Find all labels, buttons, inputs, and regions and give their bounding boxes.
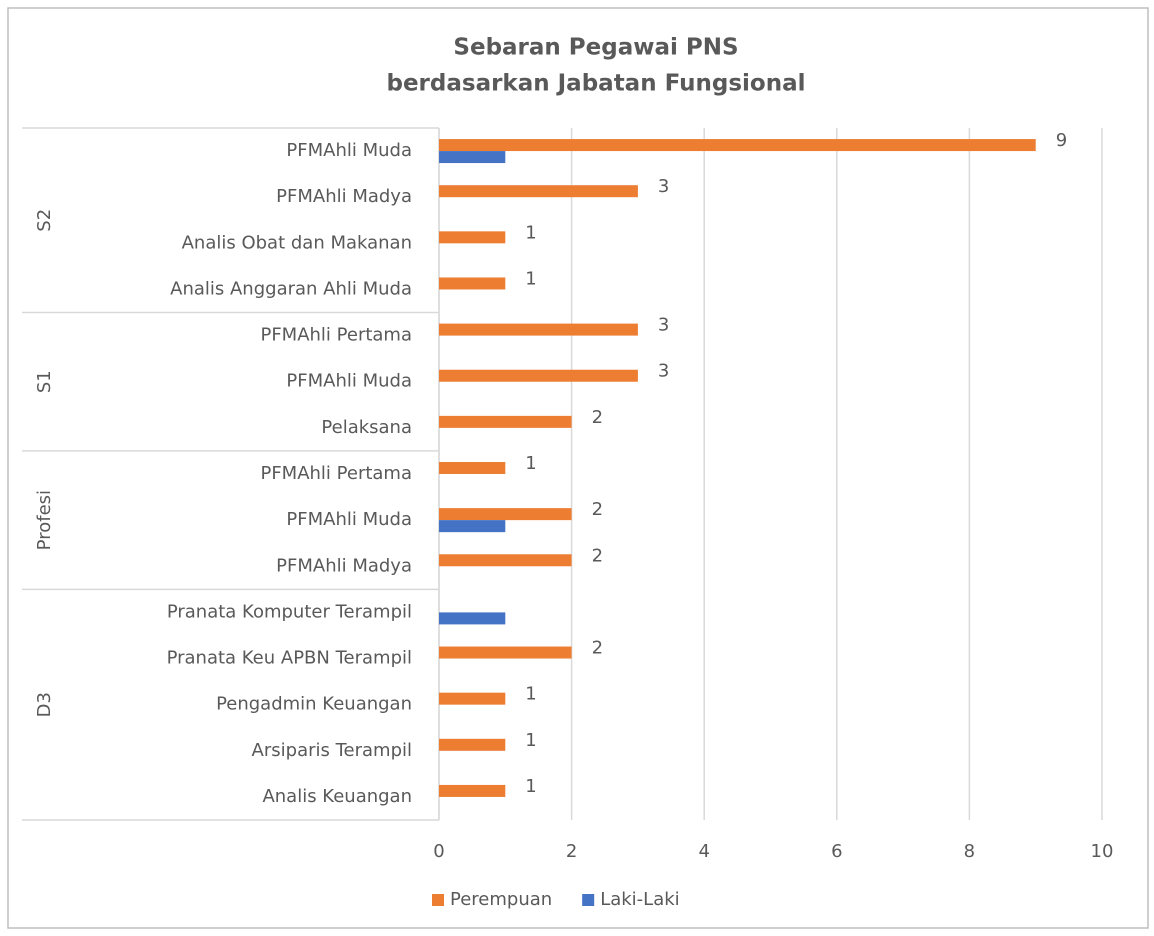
bar [439, 738, 506, 751]
legend-label: Perempuan [450, 889, 552, 910]
y-tick-label: Analis Keuangan [262, 786, 412, 807]
y-tick-label: Arsiparis Terampil [252, 740, 412, 761]
data-label: 1 [525, 776, 536, 797]
chart-title: berdasarkan Jabatan Fungsional [386, 71, 805, 97]
y-tick-label: Pranata Keu APBN Terampil [167, 648, 412, 669]
y-tick-label: PFMAhli Muda [286, 371, 412, 392]
y-tick-label: PFMAhli Pertama [260, 463, 412, 484]
x-tick-label: 4 [698, 841, 709, 862]
y-tick-label: PFMAhli Madya [276, 555, 412, 576]
data-label: 2 [592, 407, 603, 428]
data-label: 3 [658, 315, 669, 336]
x-tick-label: 2 [566, 841, 577, 862]
bar [439, 462, 506, 474]
bar [439, 612, 506, 625]
group-label: Profesi [34, 490, 55, 550]
data-label: 3 [658, 361, 669, 382]
y-tick-label: PFMAhli Pertama [260, 325, 412, 346]
bar [439, 520, 506, 533]
bar [439, 277, 506, 290]
data-label: 3 [658, 176, 669, 197]
bar [439, 646, 572, 659]
y-tick-label: PFMAhli Muda [286, 140, 412, 161]
data-label: 2 [592, 499, 603, 520]
y-tick-label: Pelaksana [321, 417, 412, 438]
x-tick-label: 0 [433, 841, 444, 862]
data-label: 1 [525, 268, 536, 289]
bar [439, 139, 1036, 152]
data-label: 1 [525, 730, 536, 751]
bar [439, 784, 506, 797]
group-label: S1 [34, 370, 55, 393]
y-tick-label: Pengadmin Keuangan [216, 694, 412, 715]
bar [439, 151, 506, 164]
bar [439, 323, 638, 336]
chart-title: Sebaran Pegawai PNS [453, 35, 738, 61]
bar [439, 415, 572, 428]
bar [439, 508, 572, 521]
y-tick-label: Analis Obat dan Makanan [182, 232, 412, 253]
bar [439, 369, 638, 382]
x-tick-label: 10 [1091, 841, 1114, 862]
legend-swatch [582, 894, 595, 906]
y-tick-label: PFMAhli Muda [286, 509, 412, 530]
bar [439, 554, 572, 567]
y-tick-label: Analis Anggaran Ahli Muda [170, 278, 412, 299]
group-label: D3 [34, 692, 55, 717]
x-tick-label: 6 [831, 841, 842, 862]
data-label: 1 [525, 684, 536, 705]
legend-label: Laki-Laki [600, 889, 679, 910]
data-label: 2 [592, 638, 603, 659]
data-label: 2 [592, 545, 603, 566]
legend-swatch [432, 894, 444, 906]
chart-border [7, 7, 1149, 929]
bar [439, 231, 506, 244]
bar [439, 185, 638, 198]
data-label: 9 [1056, 130, 1067, 151]
y-tick-label: Pranata Komputer Terampil [167, 601, 412, 622]
group-label: S2 [34, 209, 55, 232]
x-tick-label: 8 [964, 841, 975, 862]
data-label: 1 [525, 453, 536, 474]
bar [439, 692, 506, 705]
y-tick-label: PFMAhli Madya [276, 186, 412, 207]
data-label: 1 [525, 222, 536, 243]
